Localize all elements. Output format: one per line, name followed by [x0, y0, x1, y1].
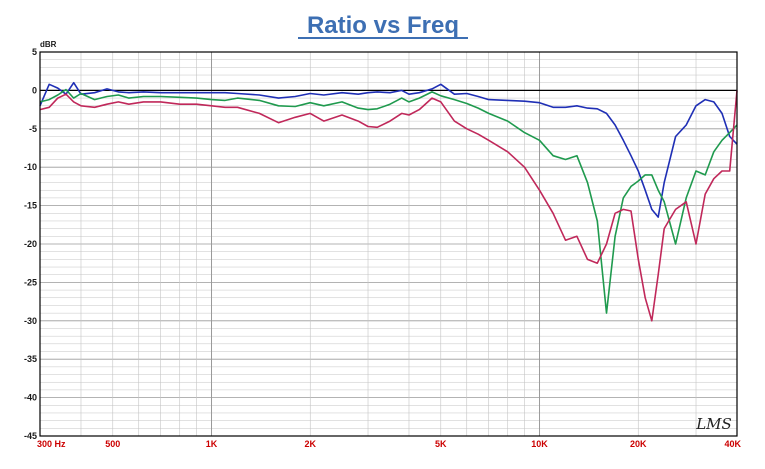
x-tick-label: 40K: [724, 439, 741, 449]
y-tick-label: -30: [24, 316, 37, 326]
y-tick-labels: 5 0 -5 -10 -15 -20 -25 -30 -35 -40 -45: [24, 47, 37, 441]
plot-series: [39, 81, 738, 322]
y-tick-label: -25: [24, 277, 37, 287]
y-tick-label: -15: [24, 201, 37, 211]
x-tick-label: 10K: [531, 439, 548, 449]
series-line-1: [39, 81, 738, 218]
x-tick-label: 300 Hz: [37, 439, 66, 449]
y-tick-label: -40: [24, 393, 37, 403]
series-line-2: [39, 88, 738, 314]
chart-title: Ratio vs Freq: [307, 12, 459, 39]
plot-grid: [39, 51, 738, 437]
series-line-3: [39, 90, 738, 322]
y-axis-label: dBR: [40, 40, 57, 49]
x-tick-label: 5K: [435, 439, 447, 449]
lms-watermark: LMS: [695, 415, 732, 433]
y-tick-label: -45: [24, 431, 37, 441]
x-tick-label: 1K: [206, 439, 218, 449]
y-tick-label: 5: [32, 47, 37, 57]
y-tick-label: -20: [24, 239, 37, 249]
plot-frame: [39, 51, 738, 437]
x-tick-label: 20K: [630, 439, 647, 449]
x-tick-label: 500: [105, 439, 120, 449]
y-tick-label: -5: [29, 124, 37, 134]
x-tick-label: 2K: [304, 439, 316, 449]
y-tick-label: 0: [32, 85, 37, 95]
x-tick-labels: 300 Hz 500 1K 2K 5K 10K 20K 40K: [37, 439, 741, 449]
y-tick-label: -10: [24, 162, 37, 172]
y-tick-label: -35: [24, 354, 37, 364]
